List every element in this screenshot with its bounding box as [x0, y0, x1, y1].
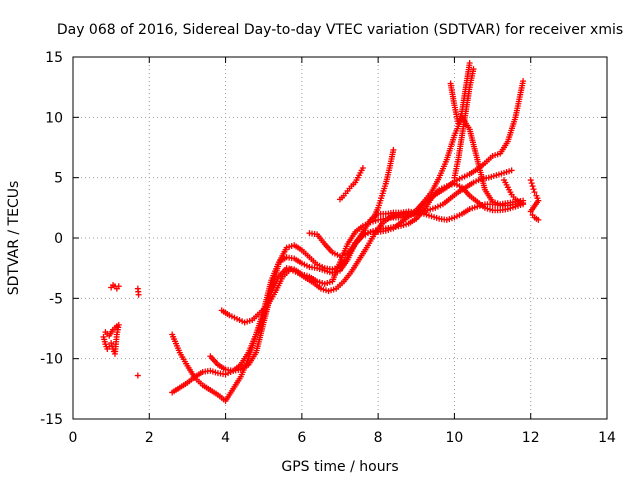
data-point	[527, 208, 534, 215]
x-tick-label: 0	[69, 430, 78, 446]
data-point	[390, 146, 397, 153]
y-tick-label: -10	[40, 352, 63, 368]
data-point	[528, 180, 535, 187]
data-point	[115, 283, 122, 290]
data-point	[531, 189, 538, 196]
x-tick-label: 4	[221, 430, 230, 446]
data-point	[508, 167, 515, 174]
x-tick-label: 6	[297, 430, 306, 446]
data-point	[108, 339, 115, 346]
data-point	[135, 291, 142, 298]
y-tick-label: 10	[45, 110, 63, 126]
y-tick-label: -15	[40, 412, 63, 428]
x-tick-label: 2	[145, 430, 154, 446]
y-tick-label: -5	[49, 291, 63, 307]
data-point	[530, 186, 537, 193]
data-point	[529, 183, 536, 190]
data-point	[520, 201, 527, 208]
x-axis-label: GPS time / hours	[281, 459, 398, 475]
data-point	[470, 66, 477, 73]
data-point	[520, 78, 527, 85]
chart-title: Day 068 of 2016, Sidereal Day-to-day VTE…	[57, 22, 623, 38]
y-tick-label: 0	[54, 231, 63, 247]
y-tick-label: 5	[54, 171, 63, 187]
x-tick-label: 12	[522, 430, 540, 446]
y-tick-label: 15	[45, 50, 63, 66]
data-point	[466, 60, 473, 67]
data-point	[113, 323, 120, 330]
x-tick-label: 10	[446, 430, 464, 446]
axis-ticks: 0 2 4 6 8 10 12 14 -15 -10 -5 0 5 10 15	[40, 50, 616, 446]
data-point	[516, 198, 523, 205]
x-tick-label: 14	[598, 430, 616, 446]
data-point	[134, 372, 141, 379]
x-tick-label: 8	[374, 430, 383, 446]
data-point	[359, 165, 366, 172]
y-axis-label: SDTVAR / TECUs	[6, 181, 22, 296]
data-points	[100, 60, 542, 404]
data-point	[535, 216, 542, 223]
data-point	[527, 177, 534, 184]
